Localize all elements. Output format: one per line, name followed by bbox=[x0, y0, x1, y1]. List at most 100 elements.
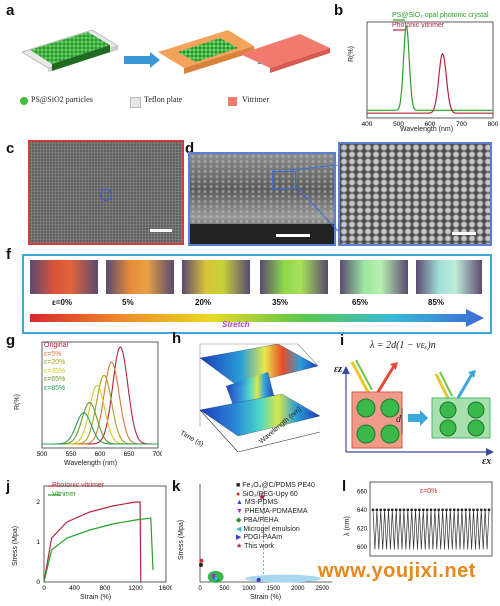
legend-swatch-vitrimer bbox=[228, 97, 237, 106]
panel-c-letter: c bbox=[6, 140, 15, 157]
x-tick-label: 1200 bbox=[128, 585, 143, 592]
legend-g-1: ε=5% bbox=[44, 350, 62, 358]
cycle-peak-marker bbox=[379, 508, 382, 511]
y-tick-label: 640 bbox=[357, 508, 368, 514]
series-line-1 bbox=[367, 52, 493, 114]
x-tick-label: 2500 bbox=[316, 586, 330, 592]
series-line-0 bbox=[43, 501, 142, 583]
x-tick-label: 650 bbox=[124, 451, 135, 458]
x-tick-label: 800 bbox=[488, 121, 498, 128]
cycle-peak-marker bbox=[387, 508, 390, 511]
series-line-0 bbox=[367, 25, 493, 111]
cycle-peak-marker bbox=[453, 508, 456, 511]
panel-g-letter: g bbox=[6, 332, 16, 349]
panel-b-legend-0: PS@SiO₂ opal photonic crystal bbox=[392, 12, 489, 19]
plot-frame bbox=[43, 485, 167, 583]
cycle-peak-marker bbox=[468, 508, 471, 511]
plot-frame bbox=[369, 481, 493, 557]
legend-label-vitrimer: Vitrimer bbox=[242, 95, 270, 104]
legend-k-7: ★ This work bbox=[236, 542, 275, 550]
y-tick-label: 2 bbox=[36, 499, 40, 506]
y-tick-label: 1 bbox=[36, 539, 40, 546]
panel-l-ylabel: λ (nm) bbox=[344, 516, 351, 536]
cycle-peak-marker bbox=[464, 508, 467, 511]
panel-c-scale-bar bbox=[150, 229, 172, 232]
panel-k-letter: k bbox=[172, 478, 181, 495]
cycle-line bbox=[372, 509, 490, 550]
cycle-peak-marker bbox=[418, 508, 421, 511]
legend-swatch-teflon bbox=[130, 97, 141, 108]
panel-f-letter: f bbox=[6, 246, 11, 263]
panel-i-letter: i bbox=[340, 332, 345, 349]
cycle-peak-marker bbox=[410, 508, 413, 511]
series-line-4 bbox=[42, 402, 158, 445]
cycle-peak-marker bbox=[422, 508, 425, 511]
strain-label-4: 65% bbox=[352, 298, 369, 307]
panel-b-xlabel: Wavelength (nm) bbox=[400, 126, 454, 133]
legend-g-4: ε=65% bbox=[44, 376, 66, 383]
x-tick-label: 400 bbox=[69, 585, 80, 592]
x-tick-label: 500 bbox=[37, 451, 48, 458]
panel-k-legend: ■ Fe₃O₄@C/PDMS PE40 ● SiO₂/PEG-Upy 60 ▲ … bbox=[236, 482, 315, 552]
scatter-point-0 bbox=[198, 562, 203, 567]
legend-k-5: ◀ Microgel emulsion bbox=[236, 525, 300, 533]
panel-j-ylabel: Stress (Mpa) bbox=[12, 525, 19, 566]
panel-j-letter: j bbox=[6, 478, 11, 495]
panel-e-scale-bar bbox=[452, 232, 476, 235]
panel-b-legend-1: Photonic vitrimer bbox=[392, 22, 445, 29]
panel-g-xlabel: Wavelength (nm) bbox=[64, 460, 118, 467]
x-tick-label: 700 bbox=[153, 451, 162, 458]
panel-j-legend-0: Photonic vitrimer bbox=[52, 482, 105, 489]
panel-g-chart: 500 550 600 650 700 bbox=[37, 341, 162, 458]
y-tick-label: 600 bbox=[357, 545, 368, 551]
legend-g-0: Original bbox=[44, 342, 69, 349]
sample-photo-0 bbox=[30, 260, 98, 294]
panel-l-chart: 600 620 640 660 bbox=[357, 481, 493, 557]
panel-k-xlabel: Strain (%) bbox=[250, 594, 282, 601]
legend-k-1: ● SiO₂/PEG-Upy 60 bbox=[236, 490, 298, 498]
y-tick-label: 620 bbox=[357, 526, 368, 532]
legend-k-2: ▲ MS-PDMS bbox=[236, 499, 278, 507]
panel-b-ylabel: R(%) bbox=[348, 46, 355, 62]
cycle-peak-marker bbox=[425, 508, 429, 511]
panel-b-chart: 400 500 600 700 800 bbox=[362, 19, 498, 128]
cycle-peak-marker bbox=[375, 508, 379, 511]
x-tick-label: 550 bbox=[66, 451, 77, 458]
x-tick-label: 2000 bbox=[291, 586, 305, 592]
series-line-3 bbox=[42, 384, 158, 445]
axis-epsilon-x: εx bbox=[482, 456, 492, 467]
strain-label-3: 35% bbox=[272, 298, 289, 307]
legend-g-3: ε=35% bbox=[44, 367, 66, 375]
cycle-peak-marker bbox=[460, 508, 464, 511]
legend-k-0: ■ Fe₃O₄@C/PDMS PE40 bbox=[236, 482, 315, 489]
cycle-peak-marker bbox=[483, 508, 487, 511]
cycle-peak-marker bbox=[391, 508, 394, 511]
cycle-peak-marker bbox=[437, 508, 440, 511]
plot-frame bbox=[366, 21, 494, 119]
panel-f-frame bbox=[22, 254, 492, 334]
x-tick-label: 600 bbox=[425, 121, 436, 128]
region-ellipse-wide bbox=[245, 574, 322, 583]
panel-c-highlight-circle bbox=[100, 189, 112, 201]
panel-g-ylabel: R(%) bbox=[14, 394, 21, 410]
x-tick-label: 500 bbox=[219, 586, 230, 592]
panel-i-schematic bbox=[342, 359, 494, 456]
strain-label-2: 20% bbox=[195, 298, 212, 307]
stretch-arrow bbox=[30, 309, 484, 327]
y-tick-label: 0 bbox=[36, 579, 40, 586]
panel-k-ylabel: Stress (Mpa) bbox=[178, 519, 185, 560]
legend-swatch-particles bbox=[20, 97, 28, 105]
legend-k-3: ▼ PHEMA-PDMAEMA bbox=[236, 508, 308, 516]
sample-photo-1 bbox=[106, 260, 174, 294]
x-tick-label: 1000 bbox=[242, 586, 256, 592]
strain-label-0: ε=0% bbox=[52, 298, 73, 307]
legend-k-4: ◆ PBA/PEHA bbox=[236, 516, 279, 524]
legend-k-6: ▶ PDGI-PAAm bbox=[236, 534, 283, 542]
legend-label-teflon: Teflon plate bbox=[144, 95, 183, 104]
label-d: d bbox=[396, 414, 401, 425]
panel-d-zoom-box bbox=[272, 171, 296, 189]
scatter-point-5 bbox=[214, 576, 219, 581]
cycle-peak-marker bbox=[445, 508, 448, 511]
cycle-peak-marker bbox=[429, 508, 433, 511]
legend-g-5: ε=85% bbox=[44, 384, 66, 392]
